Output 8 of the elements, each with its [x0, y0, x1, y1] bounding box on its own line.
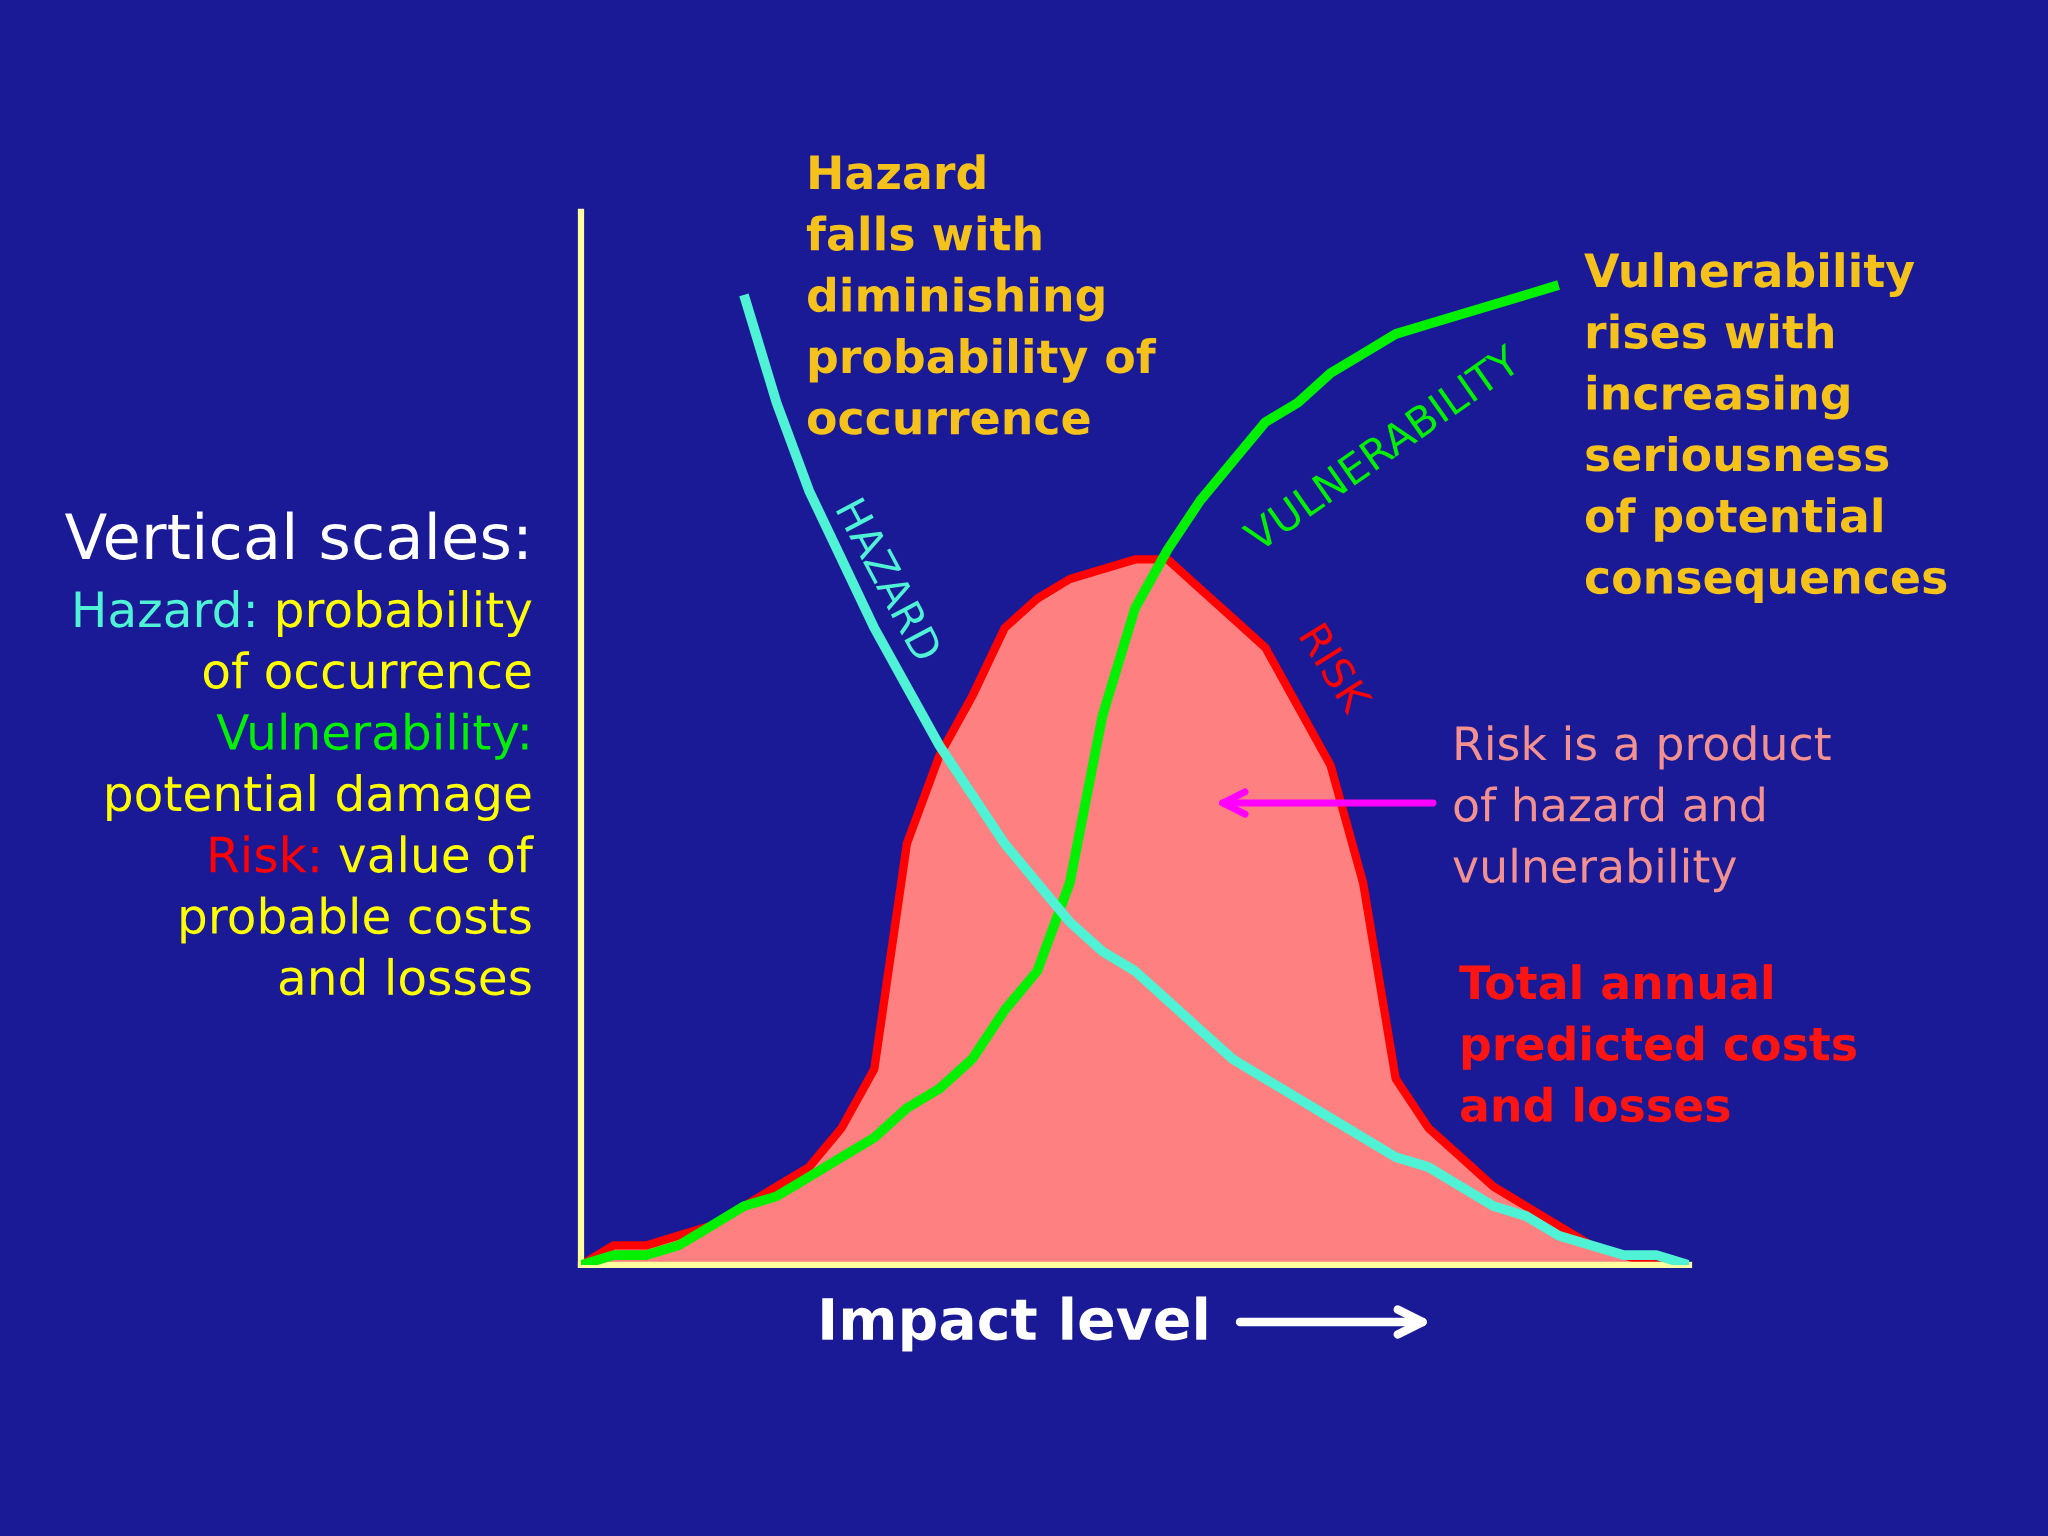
text: Risk: value of probable costs and losses: [181, 835, 534, 996]
text: Hazard: probability of occurrence: [75, 590, 532, 689]
annotation: Hazard falls with diminishing probability of occurrence: [806, 154, 1157, 435]
annotation: Risk is a product of hazard and vulnerability: [1453, 725, 1831, 893]
annotation: Vulnerability rises with increasing seriousness of potential consequences: [1584, 252, 1947, 604]
text: Vertical scales:: [65, 511, 526, 560]
x-axis-title: Impact level: [822, 1296, 1207, 1352]
annotation: Total annual predicted costs and losses: [1459, 964, 1856, 1123]
